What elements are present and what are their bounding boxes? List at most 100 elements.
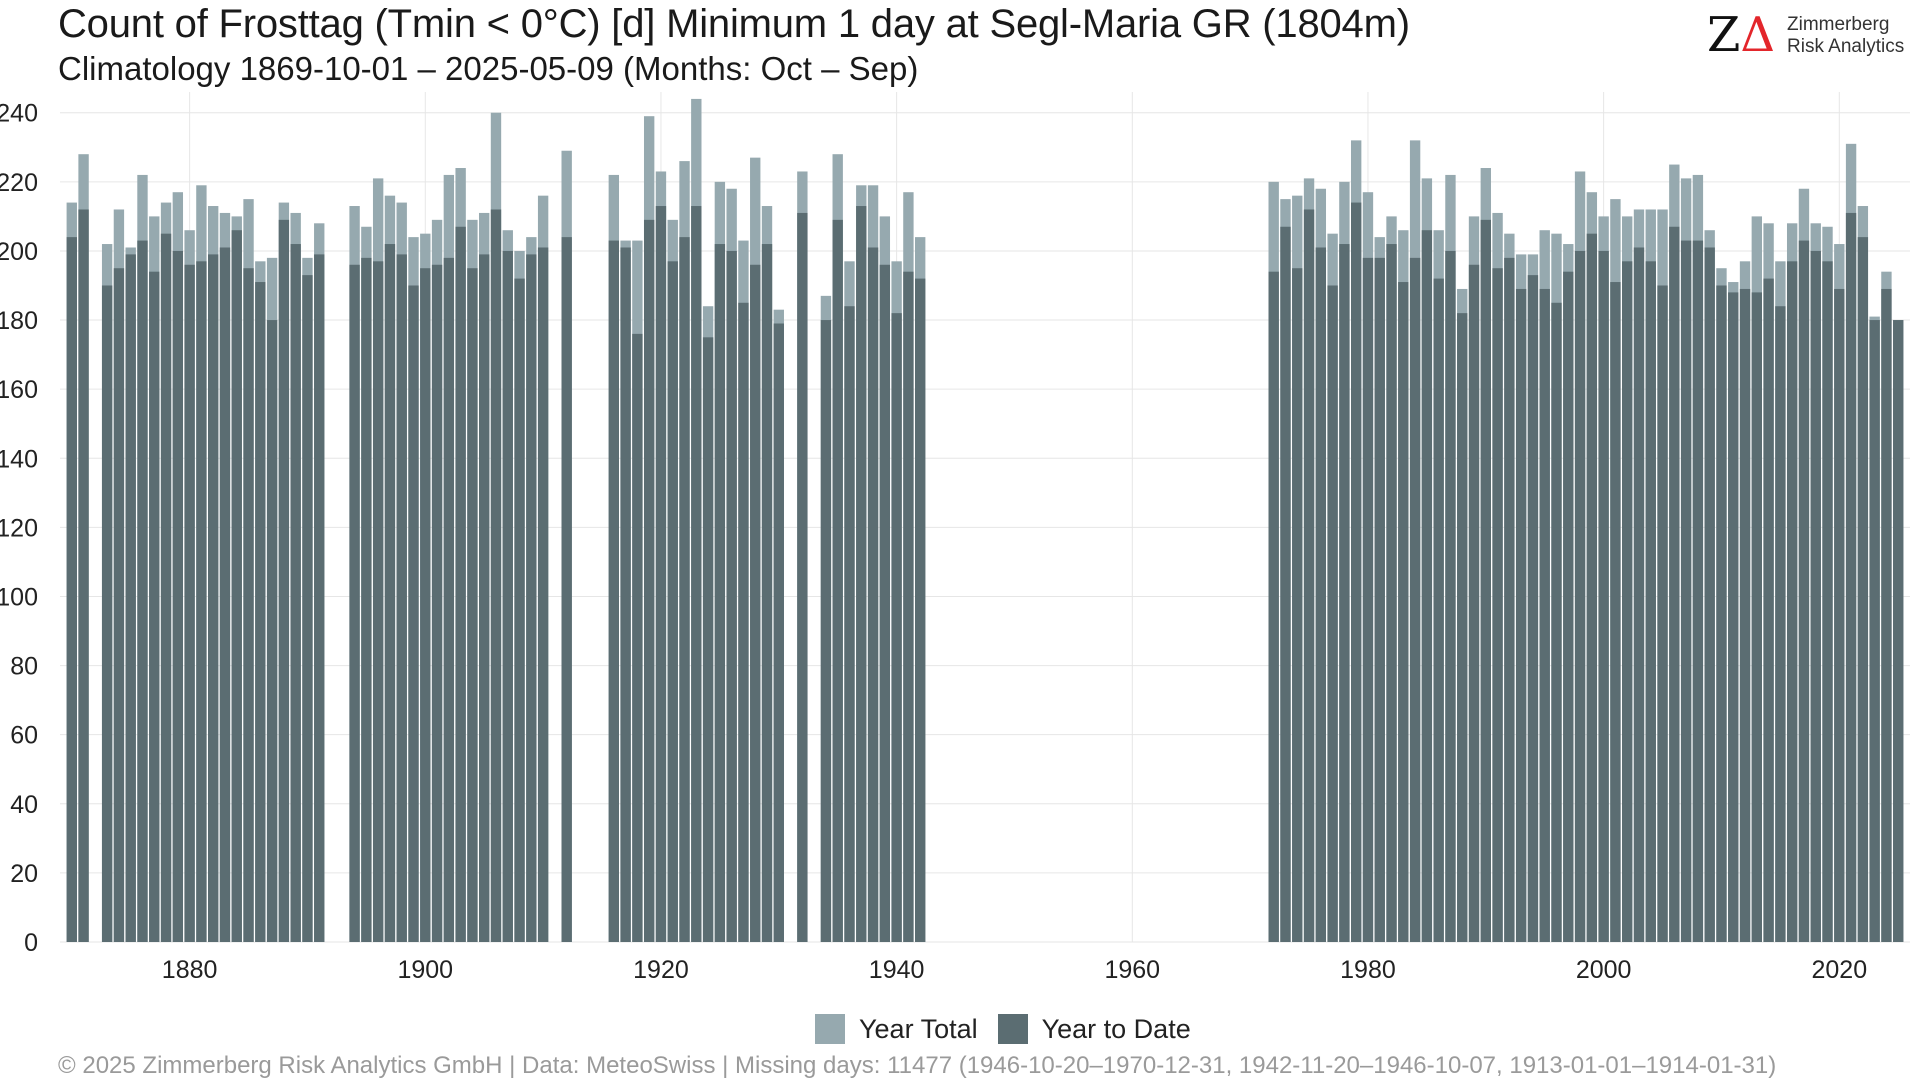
bar-year-to-date [632, 333, 643, 943]
bar-year-to-date [278, 219, 290, 943]
footer-credits: © 2025 Zimmerberg Risk Analytics GmbH | … [58, 1052, 1777, 1079]
bar-year-to-date [1327, 285, 1338, 942]
bar-year-to-date [714, 244, 726, 942]
x-tick-label: 1960 [1104, 956, 1160, 984]
bar-year-to-date [208, 254, 219, 942]
x-tick-label: 2000 [1576, 956, 1632, 984]
bar-year-to-date [1893, 320, 1904, 942]
bar-year-to-date [349, 264, 360, 942]
bar-year-to-date [1303, 209, 1315, 942]
bar-year-to-date [1315, 247, 1327, 943]
y-tick-label: 100 [0, 583, 38, 611]
chart-legend: Year Total Year to Date [815, 1012, 1211, 1046]
bar-year-to-date [702, 337, 714, 942]
bar-year-to-date [302, 275, 313, 942]
x-tick-labels: 1880 1900 1920 1940 1960 1980 2000 2020 [162, 956, 1867, 984]
bar-year-to-date [1845, 212, 1857, 943]
bar-year-to-date [1633, 247, 1645, 943]
bar-year-to-date [125, 254, 136, 942]
bar-year-to-date [1869, 320, 1880, 942]
bar-year-to-date [1716, 285, 1727, 942]
bar-year-to-date [1786, 261, 1798, 942]
bar-year-to-date [1539, 288, 1550, 942]
company-logo: ZΔ Zimmerberg Risk Analytics [1707, 10, 1907, 60]
bar-year-to-date [655, 206, 667, 942]
bar-year-to-date [113, 268, 125, 943]
bar-year-to-date [160, 233, 172, 942]
bar-year-to-date [266, 320, 278, 942]
y-tick-label: 40 [10, 791, 38, 819]
bar-year-to-date [1622, 261, 1633, 942]
grid-layer [60, 92, 1910, 943]
bar-year-to-date [290, 244, 301, 942]
bar-year-to-date [1292, 268, 1303, 943]
bar-year-to-date [1657, 285, 1668, 942]
bar-year-to-date [467, 268, 478, 943]
bar-year-to-date [738, 302, 749, 943]
logo-line-2: Risk Analytics [1787, 36, 1905, 57]
y-tick-label: 160 [0, 376, 38, 404]
bar-year-to-date [243, 268, 254, 943]
bar-year-to-date [1645, 261, 1656, 942]
legend-label-year-total: Year Total [859, 1013, 978, 1044]
y-tick-label: 60 [10, 722, 38, 750]
y-tick-label: 0 [24, 929, 38, 957]
bar-year-to-date [1480, 219, 1491, 943]
bar-year-to-date [372, 261, 384, 942]
bar-year-to-date [844, 306, 855, 942]
bar-year-to-date [514, 278, 525, 943]
x-tick-label: 1920 [633, 956, 689, 984]
bars-layer [66, 98, 1904, 943]
bar-year-to-date [903, 271, 914, 942]
logo-mark: ZΔ [1707, 10, 1775, 60]
bar-year-to-date [1810, 250, 1821, 942]
bar-year-to-date [1374, 257, 1385, 943]
bar-year-to-date [1445, 250, 1456, 942]
bar-year-to-date [773, 323, 784, 943]
bar-year-to-date [78, 209, 89, 942]
bar-year-to-date [832, 219, 843, 943]
bar-year-to-date [1751, 292, 1762, 942]
bar-year-to-date [184, 264, 195, 942]
legend-item-year-to-date: Year to Date [997, 1014, 1191, 1045]
bar-year-to-date [620, 247, 631, 943]
bar-year-to-date [1492, 268, 1503, 943]
bar-year-to-date [219, 247, 231, 943]
bar-year-to-date [361, 257, 372, 943]
x-tick-label: 1880 [162, 956, 218, 984]
bar-year-to-date [526, 254, 537, 942]
y-tick-label: 200 [0, 238, 38, 266]
bar-year-to-date [420, 268, 431, 943]
bar-year-to-date [479, 254, 490, 942]
bar-year-to-date [384, 244, 396, 942]
bar-year-to-date [1468, 264, 1480, 942]
legend-swatch-year-total [815, 1014, 845, 1044]
bar-year-to-date [443, 257, 455, 943]
bar-year-to-date [231, 230, 242, 943]
logo-line-1: Zimmerberg [1787, 14, 1890, 35]
bar-year-to-date [431, 264, 443, 942]
y-tick-label: 80 [10, 653, 38, 681]
bar-year-to-date [137, 240, 148, 942]
bar-year-to-date [101, 285, 113, 942]
bar-year-to-date [1881, 288, 1892, 942]
chart-subtitle: Climatology 1869-10-01 – 2025-05-09 (Mon… [58, 50, 919, 87]
bar-year-to-date [502, 250, 513, 942]
bar-year-to-date [1574, 250, 1586, 942]
bar-year-to-date [797, 212, 808, 943]
bar-year-to-date [1563, 271, 1574, 942]
legend-item-year-total: Year Total [815, 1014, 978, 1045]
bar-year-to-date [408, 285, 419, 942]
x-tick-label: 1980 [1340, 956, 1396, 984]
bar-year-to-date [1739, 288, 1751, 942]
bar-year-to-date [1763, 278, 1774, 943]
x-tick-label: 1940 [869, 956, 925, 984]
bar-year-to-date [1515, 288, 1527, 942]
bar-year-to-date [537, 247, 549, 943]
bar-year-to-date [1822, 261, 1833, 942]
bar-year-to-date [915, 278, 926, 943]
bar-year-to-date [172, 250, 184, 942]
bar-year-to-date [750, 264, 761, 942]
bar-year-to-date [196, 261, 207, 942]
bar-year-to-date [66, 237, 77, 942]
